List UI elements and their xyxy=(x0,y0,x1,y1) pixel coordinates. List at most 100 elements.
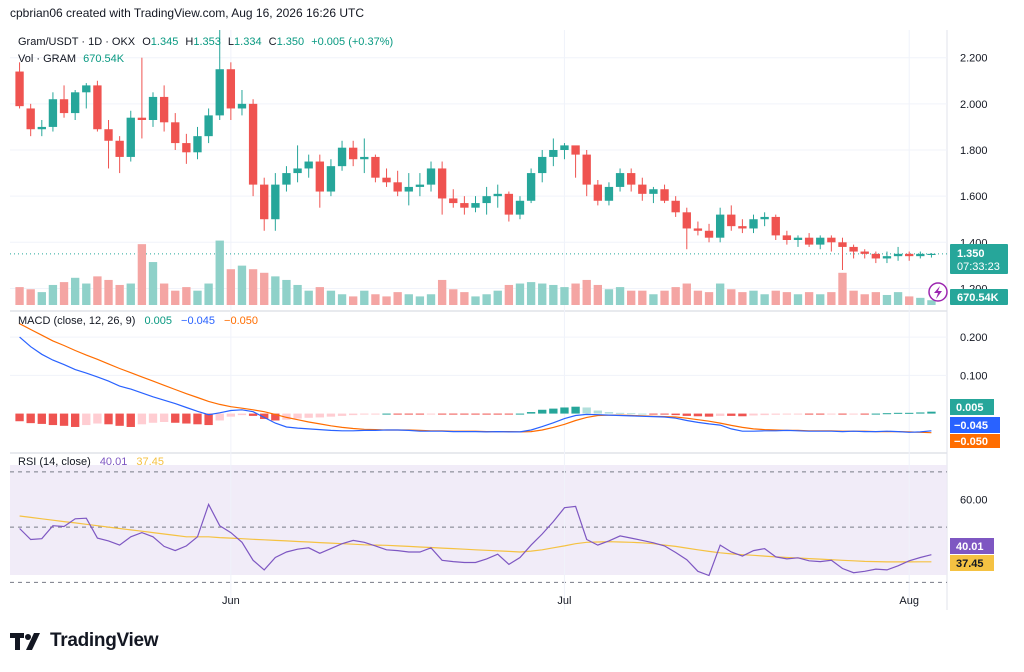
volume-bar xyxy=(816,294,825,305)
macd-histogram-bar xyxy=(437,413,447,415)
candle-body xyxy=(627,173,636,185)
candle-body xyxy=(793,237,803,240)
volume-bar xyxy=(771,290,780,305)
macd-histogram-bar xyxy=(326,413,336,417)
rsi-ma-badge-value: 37.45 xyxy=(956,558,984,570)
macd-histogram-bar xyxy=(349,413,358,416)
macd-histogram-bar xyxy=(48,413,58,426)
candle-body xyxy=(927,253,936,255)
candle-body xyxy=(893,253,903,257)
volume-bar xyxy=(560,287,569,305)
candle-body xyxy=(604,186,614,201)
candle-body xyxy=(59,99,69,114)
macd-histogram-bar xyxy=(137,413,147,425)
macd-histogram-bar xyxy=(126,413,135,427)
indicator-icon[interactable] xyxy=(928,282,948,302)
candle-body xyxy=(715,214,725,238)
candle-body xyxy=(437,168,447,199)
candle-body xyxy=(271,184,280,220)
volume-bar xyxy=(349,296,358,305)
macd-histogram-bar xyxy=(827,413,836,415)
candle-body xyxy=(727,214,736,227)
macd-histogram-bar xyxy=(582,407,591,414)
candle-body xyxy=(349,147,358,160)
macd-histogram-bar xyxy=(382,413,391,415)
close-value: 1.350 xyxy=(277,36,305,48)
volume-bar xyxy=(704,292,714,305)
trading-chart[interactable]: 2.2002.0001.8001.6001.4001.2000.2000.100… xyxy=(0,0,1024,620)
candle-body xyxy=(738,226,747,229)
macd-histogram-bar xyxy=(882,413,892,415)
volume-bar xyxy=(549,284,558,305)
candle-body xyxy=(426,168,436,185)
chart-credit-header: cpbrian06 created with TradingView.com, … xyxy=(10,6,364,20)
candle-body xyxy=(471,203,480,208)
volume-bar xyxy=(204,283,213,305)
candle-body xyxy=(649,189,658,194)
volume-bar xyxy=(48,284,58,305)
close-label: C xyxy=(269,36,277,48)
candle-body xyxy=(549,150,558,157)
volume-value: 670.54K xyxy=(83,53,125,65)
macd-legend: MACD (close, 12, 26, 9) 0.005 −0.045 −0.… xyxy=(18,315,258,327)
macd-histogram-bar xyxy=(304,413,313,418)
price-tick-label: 2.200 xyxy=(960,53,988,65)
volume-bar xyxy=(593,284,602,305)
macd-histogram-bar xyxy=(871,413,881,415)
open-value: 1.345 xyxy=(151,36,179,48)
macd-line-badge xyxy=(950,417,1000,433)
volume-bar xyxy=(660,290,669,305)
macd-histogram-bar xyxy=(860,413,869,415)
rsi-legend-value: 40.01 xyxy=(100,456,128,468)
volume-bar xyxy=(215,240,224,305)
volume-bar xyxy=(615,287,625,305)
macd-histogram-bar xyxy=(215,413,224,421)
rsi-badge xyxy=(950,538,994,554)
candle-body xyxy=(193,136,202,153)
rsi-band-background xyxy=(10,465,947,575)
macd-histogram-bar xyxy=(905,412,914,414)
candle-body xyxy=(504,193,514,215)
volume-bar xyxy=(159,283,169,305)
macd-histogram-bar xyxy=(693,413,703,417)
macd-histogram-bar xyxy=(671,413,680,416)
candle-body xyxy=(526,173,536,201)
volume-bar xyxy=(360,290,369,305)
candle-body xyxy=(171,122,180,144)
macd-histogram-bar xyxy=(15,413,24,422)
macd-histogram-bar xyxy=(682,413,691,416)
macd-histogram-bar xyxy=(293,413,302,419)
volume-bar xyxy=(449,289,458,305)
volume-bar xyxy=(905,296,914,305)
volume-bar xyxy=(182,287,191,305)
volume-bar xyxy=(171,290,180,305)
volume-bar xyxy=(148,262,158,305)
candle-body xyxy=(37,126,46,130)
candle-body xyxy=(671,200,680,213)
volume-bar xyxy=(337,294,347,305)
time-axis-label: Jul xyxy=(557,595,571,607)
macd-histogram-bar xyxy=(615,412,625,414)
tradingview-logo[interactable]: TradingView xyxy=(10,630,159,652)
volume-bar xyxy=(804,292,814,305)
candle-body xyxy=(326,166,336,192)
candle-body xyxy=(404,186,413,192)
volume-bar xyxy=(93,276,102,305)
volume-bar xyxy=(727,289,736,305)
macd-histogram-bar xyxy=(415,413,425,415)
macd-histogram-bar xyxy=(660,413,669,415)
macd-histogram-bar xyxy=(237,413,247,416)
macd-histogram-bar xyxy=(793,413,803,415)
candle-body xyxy=(593,184,602,201)
volume-bar xyxy=(237,265,247,305)
macd-histogram-bar xyxy=(315,413,324,418)
macd-histogram-bar xyxy=(460,413,469,415)
volume-bar xyxy=(749,290,758,305)
macd-histogram-bar xyxy=(204,413,213,426)
candle-body xyxy=(204,115,213,137)
volume-bar xyxy=(793,294,803,305)
grid-lines xyxy=(10,30,947,610)
volume-bar xyxy=(382,296,391,305)
volume-bar xyxy=(916,297,925,305)
price-legend: Gram/USDT · 1D · OKX O1.345 H1.353 L1.33… xyxy=(18,36,393,48)
